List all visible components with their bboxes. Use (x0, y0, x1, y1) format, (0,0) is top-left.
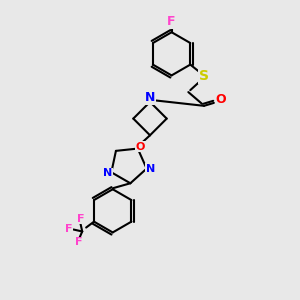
Text: O: O (215, 93, 226, 106)
Text: N: N (145, 92, 155, 104)
Text: O: O (136, 142, 146, 152)
Text: N: N (103, 168, 112, 178)
Text: N: N (146, 164, 155, 174)
Text: F: F (76, 214, 84, 224)
Text: S: S (199, 69, 209, 83)
Text: F: F (65, 224, 72, 235)
Text: F: F (75, 237, 82, 247)
Text: F: F (167, 15, 176, 28)
